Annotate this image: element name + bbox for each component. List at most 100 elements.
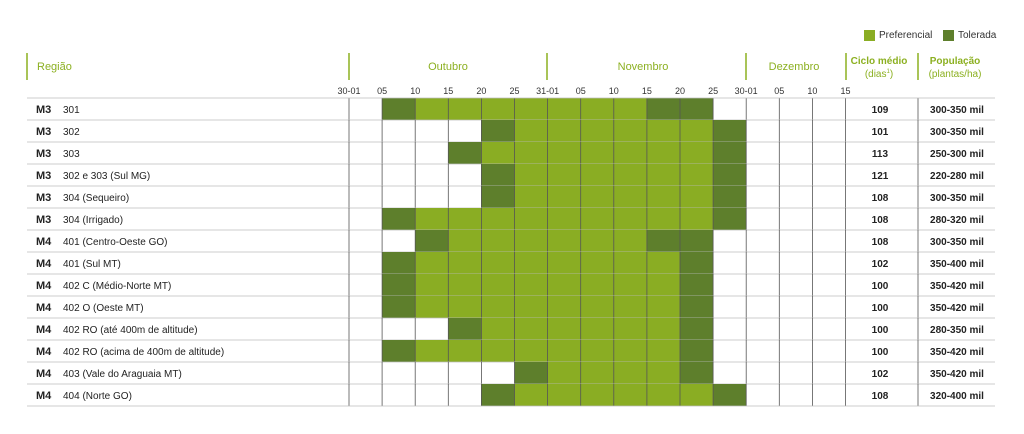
cell-preferencial bbox=[613, 208, 647, 230]
row-populacao: 350-420 mil bbox=[930, 369, 984, 380]
cell-preferencial bbox=[613, 296, 647, 318]
cell-preferencial bbox=[646, 318, 680, 340]
row-ciclo: 100 bbox=[872, 281, 889, 292]
cell-preferencial bbox=[580, 98, 614, 120]
table-row: M4 403 (Vale do Araguaia MT) 102 350-420 mi… bbox=[27, 362, 995, 385]
cell-preferencial bbox=[680, 164, 714, 186]
cell-tolerada bbox=[713, 164, 747, 186]
month-dezembro: Dezembro bbox=[769, 61, 820, 73]
row-populacao: 350-420 mil bbox=[930, 281, 984, 292]
row-group: M4 bbox=[36, 324, 52, 336]
cell-preferencial bbox=[448, 252, 482, 274]
cell-tolerada bbox=[646, 230, 680, 252]
tick-label: 15 bbox=[443, 86, 453, 96]
cell-preferencial bbox=[613, 274, 647, 296]
cell-tolerada bbox=[382, 208, 416, 230]
cell-preferencial bbox=[547, 252, 581, 274]
cell-preferencial bbox=[415, 98, 449, 120]
header-ciclo-footnote: 1 bbox=[887, 69, 891, 75]
row-group: M4 bbox=[36, 346, 52, 358]
row-region: 404 (Norte GO) bbox=[63, 391, 132, 402]
cell-preferencial bbox=[448, 230, 482, 252]
cell-preferencial bbox=[613, 362, 647, 384]
cell-preferencial bbox=[448, 340, 482, 362]
cell-preferencial bbox=[613, 318, 647, 340]
cell-tolerada bbox=[448, 318, 482, 340]
header-populacao: População bbox=[930, 56, 981, 67]
cell-tolerada bbox=[680, 296, 714, 318]
row-ciclo: 109 bbox=[872, 105, 889, 116]
cell-preferencial bbox=[613, 252, 647, 274]
cell-preferencial bbox=[580, 252, 614, 274]
row-ciclo: 108 bbox=[872, 193, 889, 204]
cell-preferencial bbox=[514, 98, 548, 120]
cell-preferencial bbox=[514, 252, 548, 274]
cell-preferencial bbox=[481, 98, 515, 120]
cell-preferencial bbox=[514, 318, 548, 340]
cell-preferencial bbox=[514, 340, 548, 362]
row-group: M4 bbox=[36, 258, 52, 270]
row-region: 302 bbox=[63, 127, 80, 138]
cell-tolerada bbox=[713, 142, 747, 164]
legend-swatch-preferencial bbox=[864, 29, 875, 41]
table-row: M4 401 (Centro-Oeste GO) 108 300-350 mil bbox=[27, 230, 995, 253]
cell-tolerada bbox=[415, 230, 449, 252]
row-region: 304 (Sequeiro) bbox=[63, 193, 129, 204]
cell-preferencial bbox=[547, 230, 581, 252]
cell-tolerada bbox=[382, 252, 416, 274]
cell-tolerada bbox=[646, 98, 680, 120]
row-ciclo: 121 bbox=[872, 171, 889, 182]
row-region: 303 bbox=[63, 149, 80, 160]
row-group: M3 bbox=[36, 192, 51, 204]
cell-preferencial bbox=[580, 318, 614, 340]
table-row: M4 402 C (Médio-Norte MT) 100 350-420 mil bbox=[27, 274, 995, 297]
legend-tolerada: Tolerada bbox=[943, 29, 996, 41]
cell-preferencial bbox=[680, 208, 714, 230]
legend-label-preferencial: Preferencial bbox=[879, 29, 933, 41]
header-ciclo: Ciclo médio bbox=[851, 56, 908, 67]
cell-preferencial bbox=[547, 164, 581, 186]
cell-preferencial bbox=[547, 318, 581, 340]
cell-preferencial bbox=[547, 142, 581, 164]
row-group: M4 bbox=[36, 236, 52, 248]
legend-label-tolerada: Tolerada bbox=[958, 29, 997, 41]
cell-preferencial bbox=[547, 362, 581, 384]
cell-preferencial bbox=[580, 230, 614, 252]
legend-preferencial: Preferencial bbox=[864, 29, 932, 41]
table-row: M3 302 101 300-350 mil bbox=[27, 120, 995, 143]
cell-preferencial bbox=[514, 208, 548, 230]
cell-preferencial bbox=[514, 142, 548, 164]
tick-label: 05 bbox=[774, 86, 784, 96]
table-row: M3 301 109 300-350 mil bbox=[27, 98, 995, 121]
cell-preferencial bbox=[580, 384, 614, 406]
month-novembro: Novembro bbox=[618, 61, 669, 73]
row-region: 402 RO (acima de 400m de altitude) bbox=[63, 347, 224, 358]
cell-preferencial bbox=[448, 274, 482, 296]
cell-preferencial bbox=[547, 296, 581, 318]
cell-preferencial bbox=[547, 120, 581, 142]
tick-label: 05 bbox=[377, 86, 387, 96]
cell-preferencial bbox=[680, 142, 714, 164]
cell-tolerada bbox=[713, 120, 747, 142]
cell-preferencial bbox=[448, 208, 482, 230]
table-row: M4 402 RO (até 400m de altitude) 100 280-35… bbox=[27, 318, 995, 341]
tick-label: 30-01 bbox=[337, 86, 360, 96]
cell-preferencial bbox=[481, 274, 515, 296]
cell-preferencial bbox=[613, 164, 647, 186]
row-group: M3 bbox=[36, 170, 51, 182]
cell-preferencial bbox=[481, 142, 515, 164]
tick-label: 25 bbox=[509, 86, 519, 96]
cell-tolerada bbox=[680, 98, 714, 120]
cell-preferencial bbox=[580, 186, 614, 208]
cell-preferencial bbox=[613, 186, 647, 208]
row-ciclo: 108 bbox=[872, 215, 889, 226]
cell-preferencial bbox=[547, 186, 581, 208]
cell-preferencial bbox=[547, 340, 581, 362]
cell-tolerada bbox=[481, 164, 515, 186]
row-group: M3 bbox=[36, 126, 51, 138]
tick-label: 05 bbox=[576, 86, 586, 96]
row-group: M4 bbox=[36, 368, 52, 380]
row-ciclo: 100 bbox=[872, 303, 889, 314]
table-row: M4 402 O (Oeste MT) 100 350-420 mil bbox=[27, 296, 995, 319]
